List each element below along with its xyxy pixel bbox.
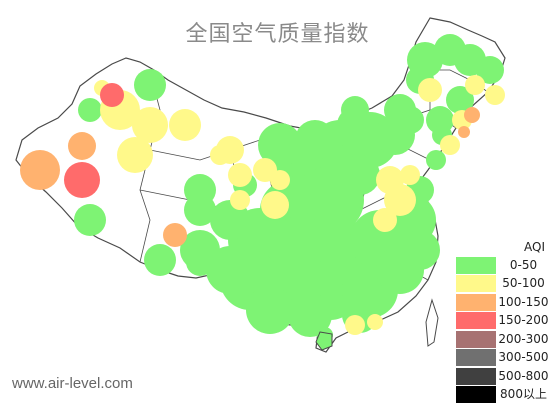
aqi-bubble	[134, 69, 166, 101]
legend-swatch	[456, 294, 496, 311]
aqi-bubble	[186, 248, 214, 276]
legend-row: 50-100	[456, 275, 551, 294]
aqi-bubble	[440, 135, 460, 155]
legend-row: 200-300	[456, 330, 551, 349]
legend-row: 0-50	[456, 256, 551, 275]
aqi-bubble	[246, 286, 294, 334]
aqi-bubble	[144, 244, 176, 276]
aqi-bubble	[74, 204, 106, 236]
aqi-legend: AQI 0-50 50-100 100-150 150-200 200-300 …	[456, 238, 551, 404]
site-watermark: www.air-level.com	[12, 375, 133, 392]
aqi-bubble	[68, 132, 96, 160]
aqi-bubble	[340, 155, 380, 195]
legend-row: 150-200	[456, 312, 551, 331]
aqi-bubble	[78, 98, 102, 122]
aqi-bubble	[163, 223, 187, 247]
aqi-bubble	[465, 75, 485, 95]
aqi-bubble	[64, 162, 100, 198]
aqi-bubble	[341, 96, 369, 124]
legend-swatch	[456, 275, 496, 292]
aqi-bubble	[396, 106, 424, 134]
aqi-bubble	[210, 145, 230, 165]
legend-label: 0-50	[496, 257, 551, 274]
legend-label: 500-800	[496, 368, 551, 385]
legend-swatch	[456, 331, 496, 348]
legend-label: 100-150	[496, 294, 551, 311]
aqi-bubble	[117, 137, 153, 173]
aqi-bubble	[418, 78, 442, 102]
aqi-bubble	[426, 150, 446, 170]
aqi-bubble	[485, 85, 505, 105]
legend-row: 100-150	[456, 293, 551, 312]
legend-label: 300-500	[496, 349, 551, 366]
legend-row: 300-500	[456, 349, 551, 368]
aqi-bubble	[270, 170, 290, 190]
legend-row: 800以上	[456, 386, 551, 404]
aqi-bubble	[400, 230, 440, 270]
taiwan-outline	[426, 300, 438, 346]
legend-label: 50-100	[496, 275, 551, 292]
aqi-bubble	[184, 194, 216, 226]
aqi-bubble	[169, 109, 201, 141]
aqi-bubble	[100, 83, 124, 107]
aqi-bubble	[400, 165, 420, 185]
legend-title: AQI	[456, 238, 551, 256]
aqi-bubble	[367, 314, 383, 330]
aqi-bubble	[261, 191, 289, 219]
legend-swatch	[456, 368, 496, 385]
aqi-bubble	[230, 190, 250, 210]
legend-label: 800以上	[496, 386, 551, 403]
aqi-bubble	[20, 150, 60, 190]
aqi-bubble	[458, 126, 470, 138]
legend-swatch	[456, 312, 496, 329]
aqi-bubble	[345, 315, 365, 335]
aqi-bubble	[373, 208, 397, 232]
legend-swatch	[456, 257, 496, 274]
aqi-bubble	[295, 120, 335, 160]
legend-label: 150-200	[496, 312, 551, 329]
legend-row: 500-800	[456, 367, 551, 386]
legend-swatch	[456, 386, 496, 403]
map-title: 全国空气质量指数	[0, 16, 555, 48]
legend-label: 200-300	[496, 331, 551, 348]
legend-swatch	[456, 349, 496, 366]
aqi-bubble	[464, 107, 480, 123]
aqi-bubble	[228, 163, 252, 187]
